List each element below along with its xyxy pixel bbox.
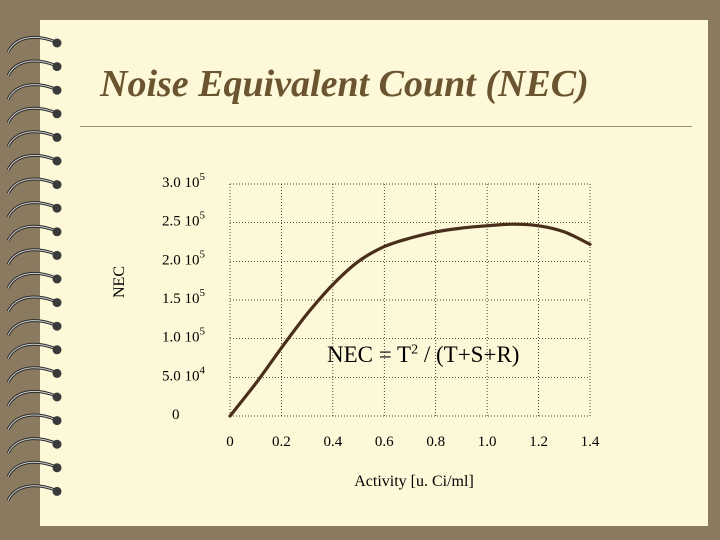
spiral-ring [6,224,62,242]
spiral-ring [6,106,62,124]
x-tick-label: 1.4 [581,434,600,450]
slide-title: Noise Equivalent Count (NEC) [100,63,589,105]
spiral-binding [6,35,62,502]
spiral-ring [6,177,62,195]
x-tick-label: 1.2 [529,434,548,450]
y-axis-label: NEC [111,266,128,298]
spiral-ring [6,83,62,100]
x-tick-label: 0 [226,434,234,450]
x-tick-label: 0.4 [324,434,343,450]
spiral-ring [6,271,62,289]
x-tick-label: 0.2 [272,434,291,450]
spiral-ring [6,319,62,336]
spiral-ring [6,130,62,148]
spiral-ring [6,413,62,431]
y-tick-label: 1.5 105 [162,287,206,307]
spiral-ring [6,59,62,77]
chart-grid [229,183,591,417]
spiral-ring [6,484,62,502]
spiral-ring [6,389,62,407]
spiral-ring [6,153,62,171]
spiral-ring [6,295,62,313]
nec-curve [228,222,592,418]
spiral-ring [6,35,62,53]
spiral-ring [6,437,62,454]
y-tick-label: 0 [172,407,180,423]
y-tick-labels: 0 5.0 104 1.0 105 1.5 105 2.0 105 2.5 105 3.0 … [162,171,206,423]
y-tick-label: 1.0 105 [162,326,206,346]
spiral-ring [6,366,62,384]
x-tick-label: 1.0 [478,434,497,450]
title-divider [80,126,692,127]
chart-series [228,222,592,418]
slide-background [40,20,708,526]
formula-rhs: / (T+S+R) [418,342,520,367]
spiral-ring [6,460,62,478]
y-tick-label: 2.5 105 [162,210,206,230]
x-tick-labels: 0 0.2 0.4 0.6 0.8 1.0 1.2 1.4 [226,434,600,450]
x-axis-label: Activity [u. Ci/ml] [354,473,474,490]
nec-formula: NEC = T2 / (T+S+R) [327,342,519,368]
spiral-ring [6,342,62,360]
spiral-ring [6,201,62,218]
y-tick-label: 2.0 105 [162,248,206,268]
formula-lhs: NEC = T [327,342,412,367]
y-tick-label: 5.0 104 [162,364,206,384]
x-tick-label: 0.8 [426,434,445,450]
y-tick-label: 3.0 105 [162,171,206,191]
formula-exponent: 2 [411,342,419,358]
x-tick-label: 0.6 [375,434,394,450]
spiral-ring [6,248,62,266]
